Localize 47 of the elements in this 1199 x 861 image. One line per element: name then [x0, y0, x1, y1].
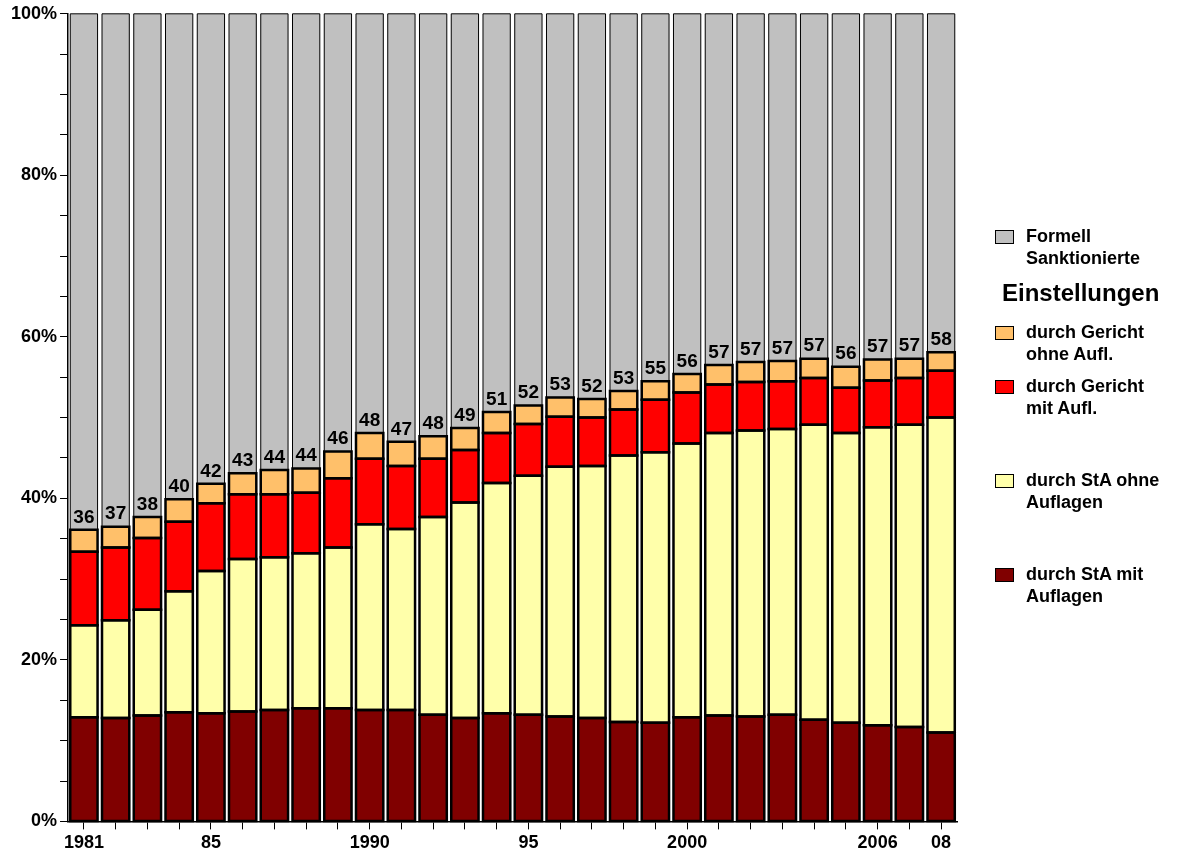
annotation: 52: [581, 374, 603, 396]
x-tick-label: 85: [200, 832, 221, 853]
text: Formell Sanktionierte: [1026, 225, 1142, 269]
annotation: 57: [771, 336, 793, 358]
annotation: 56: [835, 342, 857, 364]
annotation: 55: [644, 356, 667, 378]
annotation: 57: [867, 335, 889, 357]
annotation: 57: [740, 337, 762, 359]
annotation: 53: [613, 366, 635, 388]
x-tick-label: 95: [518, 832, 539, 853]
legend-label: durch StA mit Auflagen: [1026, 563, 1145, 607]
x-tick-label: 2000: [667, 832, 708, 853]
annotation: 38: [136, 492, 158, 514]
x-tick-label: 2006: [857, 832, 898, 853]
annotation: 49: [454, 403, 476, 425]
annotation: 48: [422, 411, 444, 433]
annotation: 57: [803, 334, 825, 356]
annotation: 53: [549, 373, 571, 395]
annotation: 42: [200, 459, 222, 481]
annotation: 52: [517, 381, 539, 403]
legend-label: durch Gericht mit Aufl.: [1026, 375, 1146, 419]
annotation: 57: [708, 340, 730, 362]
annotation: 48: [359, 408, 381, 430]
annotation: 47: [390, 417, 412, 439]
annotation: 44: [263, 445, 286, 467]
annotation: 51: [486, 387, 508, 409]
legend-label: durch StA ohne Auflagen: [1026, 469, 1161, 513]
annotation: 37: [105, 502, 127, 524]
annotation: 36: [73, 505, 95, 527]
annotation: 58: [930, 327, 952, 349]
y-tick-label: 40%: [21, 487, 58, 508]
x-tick-label: 1990: [349, 832, 390, 853]
y-tick-label: 80%: [21, 164, 58, 185]
annotation: 44: [295, 444, 318, 466]
annotation: 46: [327, 427, 349, 449]
y-tick-label: 60%: [21, 325, 58, 346]
annotation: 57: [898, 334, 920, 356]
annotation: 43: [232, 449, 254, 471]
legend-label: durch Gericht ohne Aufl.: [1026, 321, 1146, 365]
legend-title: Einstellungen: [1002, 279, 1161, 307]
annotation: 56: [676, 349, 698, 371]
y-tick-label: 20%: [21, 648, 58, 669]
y-tick-label: 100%: [10, 2, 58, 23]
x-tick-label: 1981: [63, 832, 104, 853]
x-tick-label: 08: [931, 832, 952, 853]
y-tick-label: 0%: [31, 810, 58, 831]
annotation: 40: [168, 474, 190, 496]
